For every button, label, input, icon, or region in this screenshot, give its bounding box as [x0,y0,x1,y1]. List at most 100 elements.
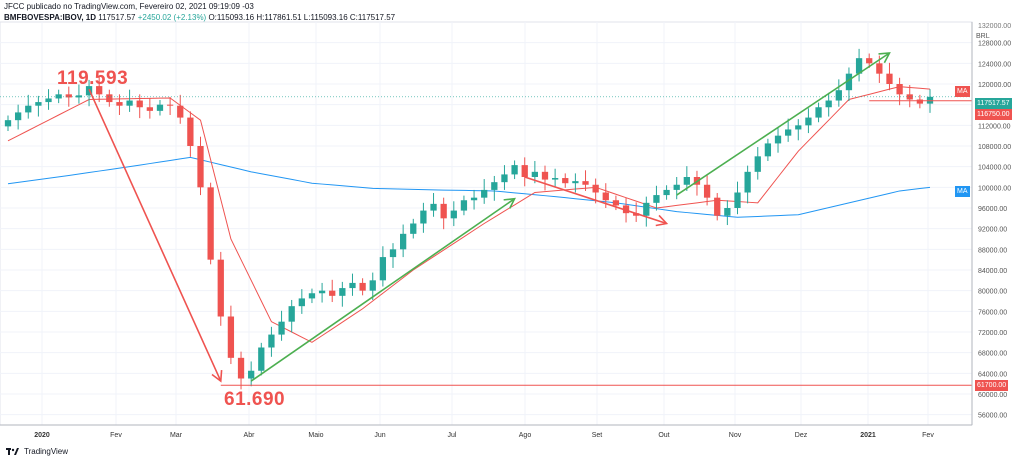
candle-body [116,102,123,106]
y-tick-label: 112000.00 [978,123,1011,130]
candle-body [541,171,549,180]
candle-body [308,293,316,299]
candle-body [410,223,417,234]
currency-label: BRL [976,33,990,40]
low-level-tag: 61700.00 [975,380,1009,391]
arrow-crash-shaft [88,88,222,382]
y-tick-label: 60000.00 [978,392,1007,399]
candle-body [876,63,883,74]
x-tick-label: Jul [448,432,457,439]
low-annotation: 61.690 [224,389,286,410]
x-tick-label: Maio [308,432,323,439]
candle-body [14,112,22,121]
horizontal-levels [0,96,972,386]
candle-body [622,205,630,214]
candle-body [227,316,235,358]
x-tick-label: Dez [795,432,808,439]
candle-body [724,208,731,216]
candle-body [663,189,670,196]
candle-body [592,184,599,193]
candle-body [805,117,812,126]
candle-body [673,184,680,190]
candle-body [298,298,305,307]
axes: 56000.00 60000.00 64000.00 68000.00 72000.00… [0,22,1011,439]
candle-body [511,165,518,175]
candle-body [278,321,285,335]
candle-body [237,357,245,379]
candle-body [217,259,224,317]
candle-body [268,334,275,348]
candle-body [744,171,751,193]
last-price-tag: 117517.57 [975,98,1012,109]
y-tick-label: 120000.00 [978,82,1011,89]
level-tag: 116750.00 [975,109,1012,120]
plot-area [0,21,973,426]
candle-body [136,100,143,108]
high-annotation: 119.593 [57,68,129,89]
candle-body [714,197,721,216]
footer: TradingView [6,447,68,456]
trend-arrows [88,52,891,383]
candle-body [774,135,782,144]
ma-long-path [7,156,931,218]
candle-body [4,120,12,127]
y-tick-label: 96000.00 [978,206,1007,213]
y-tick-label: 68000.00 [978,351,1007,358]
candle-body [207,187,214,260]
candle-body [835,90,842,101]
ma-short-tag: MA [955,86,970,97]
y-tick-label: 124000.00 [978,61,1011,68]
candle-body [146,107,153,111]
candle-body [501,174,508,183]
change-value: +2450.02 (+2.13%) [137,13,207,22]
candle-body [45,98,52,103]
y-tick-label: 100000.00 [978,185,1011,192]
candle-body [926,96,934,104]
arrow-correction-shaft [524,176,667,225]
candle-body [703,184,711,198]
tradingview-logo-icon [6,448,19,455]
candle-body [359,282,366,291]
symbol-line: BMFBOVESPA:IBOV, 1D 117517.57 +2450.02 (… [4,13,395,22]
x-tick-label: 2021 [860,432,876,439]
x-tick-label: Jun [374,432,385,439]
x-tick-label: Mar [170,432,183,439]
candle-body [400,233,407,250]
arrow-crash-head [211,370,223,383]
x-tick-label: Out [658,432,669,439]
candle-body [896,84,903,95]
candle-body [177,105,184,118]
candle-body [288,306,295,322]
y-tick-label: 92000.00 [978,227,1007,234]
candle-body [156,104,164,111]
candle-body [754,156,761,172]
candle-body [491,182,498,190]
candle-body [795,125,802,130]
arrow-recovery-shaft [250,198,516,382]
x-tick-label: Nov [729,432,742,439]
candle-body [258,347,265,371]
candle-body [602,192,609,201]
candle-body [845,73,853,91]
arrow-rally-shaft [676,52,890,196]
candle-body [25,105,32,113]
candle-body [379,257,387,281]
chart-grid [0,21,973,426]
x-tick-label: Set [592,432,603,439]
candle-body [166,104,174,106]
candle-body [329,290,336,296]
candle-body [65,94,72,98]
footer-brand: TradingView [24,447,69,456]
y-tick-label: 108000.00 [978,144,1011,151]
ma-short-path [7,86,931,343]
y-tick-label: 88000.00 [978,247,1007,254]
candle-body [612,200,620,206]
candle-body [764,143,772,157]
candle-body [825,100,832,108]
candle-body [643,202,650,216]
ceiling-tick: 132000.00 [978,23,1012,30]
ma-long-line [7,156,931,218]
candle-body [855,58,863,74]
ma-short-line [7,86,931,343]
